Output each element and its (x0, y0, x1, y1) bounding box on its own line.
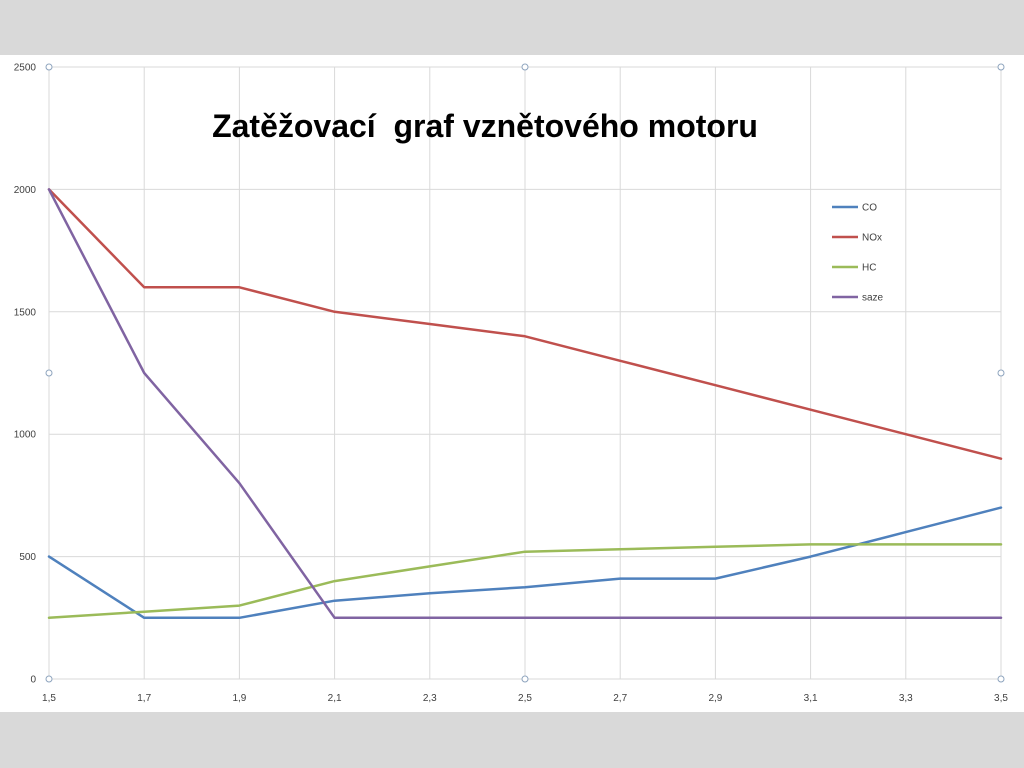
x-tick-label: 3,3 (899, 693, 913, 704)
x-tick-label: 3,5 (994, 693, 1008, 704)
data-point-hc (47, 615, 52, 620)
data-point-co (237, 615, 242, 620)
data-point-co (332, 598, 337, 603)
resize-handle[interactable] (997, 369, 1005, 377)
x-tick-label: 1,5 (42, 693, 56, 704)
data-point-co (618, 576, 623, 581)
data-point-hc (713, 544, 718, 549)
y-tick-label: 1000 (14, 430, 37, 441)
data-point-saze (808, 615, 813, 620)
data-point-saze (332, 615, 337, 620)
resize-handle[interactable] (45, 675, 53, 683)
data-point-nox (332, 309, 337, 314)
y-tick-label: 500 (19, 552, 36, 563)
data-point-co (427, 591, 432, 596)
data-point-hc (618, 547, 623, 552)
data-point-saze (142, 371, 147, 376)
x-tick-label: 2,7 (613, 693, 627, 704)
x-tick-label: 1,7 (137, 693, 151, 704)
data-point-saze (618, 615, 623, 620)
data-point-co (903, 530, 908, 535)
series-lines (47, 187, 1004, 620)
series-line-nox (47, 188, 1003, 460)
y-axis-tick-labels: 0 500 1000 1500 2000 2500 (14, 63, 37, 686)
resize-handle[interactable] (521, 63, 529, 71)
y-tick-label: 2500 (14, 63, 37, 74)
series-line-saze (47, 188, 1003, 620)
chart-title: Zatěžovací graf vznětového motoru (212, 108, 758, 144)
data-point-nox (999, 456, 1004, 461)
data-point-hc (142, 609, 147, 614)
data-point-hc (808, 542, 813, 547)
data-point-saze (523, 615, 528, 620)
data-point-co (523, 585, 528, 590)
data-point-nox (523, 334, 528, 339)
data-point-co (999, 505, 1004, 510)
selection-handles (45, 63, 1005, 683)
data-point-hc (427, 564, 432, 569)
x-axis-tick-labels: 1,5 1,7 1,9 2,1 2,3 2,5 2,7 2,9 3,1 3,3 3,5 (42, 693, 1008, 704)
data-point-hc (903, 542, 908, 547)
data-point-hc (237, 603, 242, 608)
data-point-co (713, 576, 718, 581)
x-tick-label: 2,3 (423, 693, 437, 704)
series-line-hc (47, 543, 1003, 620)
legend-label-hc: HC (862, 263, 876, 274)
x-tick-label: 2,1 (328, 693, 342, 704)
data-point-nox (427, 322, 432, 327)
data-point-saze (427, 615, 432, 620)
data-point-nox (903, 432, 908, 437)
x-tick-label: 1,9 (232, 693, 246, 704)
data-point-nox (142, 285, 147, 290)
resize-handle[interactable] (997, 63, 1005, 71)
data-point-nox (713, 383, 718, 388)
series-line-co (47, 506, 1003, 620)
legend-label-saze: saze (862, 293, 884, 304)
resize-handle[interactable] (521, 675, 529, 683)
legend-label-co: CO (862, 203, 877, 214)
resize-handle[interactable] (997, 675, 1005, 683)
gridlines (48, 66, 1002, 680)
data-point-hc (332, 579, 337, 584)
data-point-saze (47, 187, 52, 192)
resize-handle[interactable] (45, 369, 53, 377)
data-point-saze (237, 481, 242, 486)
data-point-hc (999, 542, 1004, 547)
resize-handle[interactable] (45, 63, 53, 71)
data-point-hc (523, 549, 528, 554)
y-tick-label: 1500 (14, 307, 37, 318)
data-point-nox (618, 358, 623, 363)
x-tick-label: 2,9 (708, 693, 722, 704)
chart-area[interactable] (0, 55, 1024, 712)
data-point-saze (999, 615, 1004, 620)
data-point-co (142, 615, 147, 620)
data-point-nox (237, 285, 242, 290)
data-point-co (808, 554, 813, 559)
data-point-saze (903, 615, 908, 620)
data-point-co (47, 554, 52, 559)
y-tick-label: 0 (30, 675, 36, 686)
x-tick-label: 3,1 (804, 693, 818, 704)
legend: CO NOx HC saze (832, 203, 884, 304)
data-point-nox (808, 407, 813, 412)
data-point-saze (713, 615, 718, 620)
legend-label-nox: NOx (862, 233, 882, 244)
y-tick-label: 2000 (14, 185, 37, 196)
x-tick-label: 2,5 (518, 693, 532, 704)
